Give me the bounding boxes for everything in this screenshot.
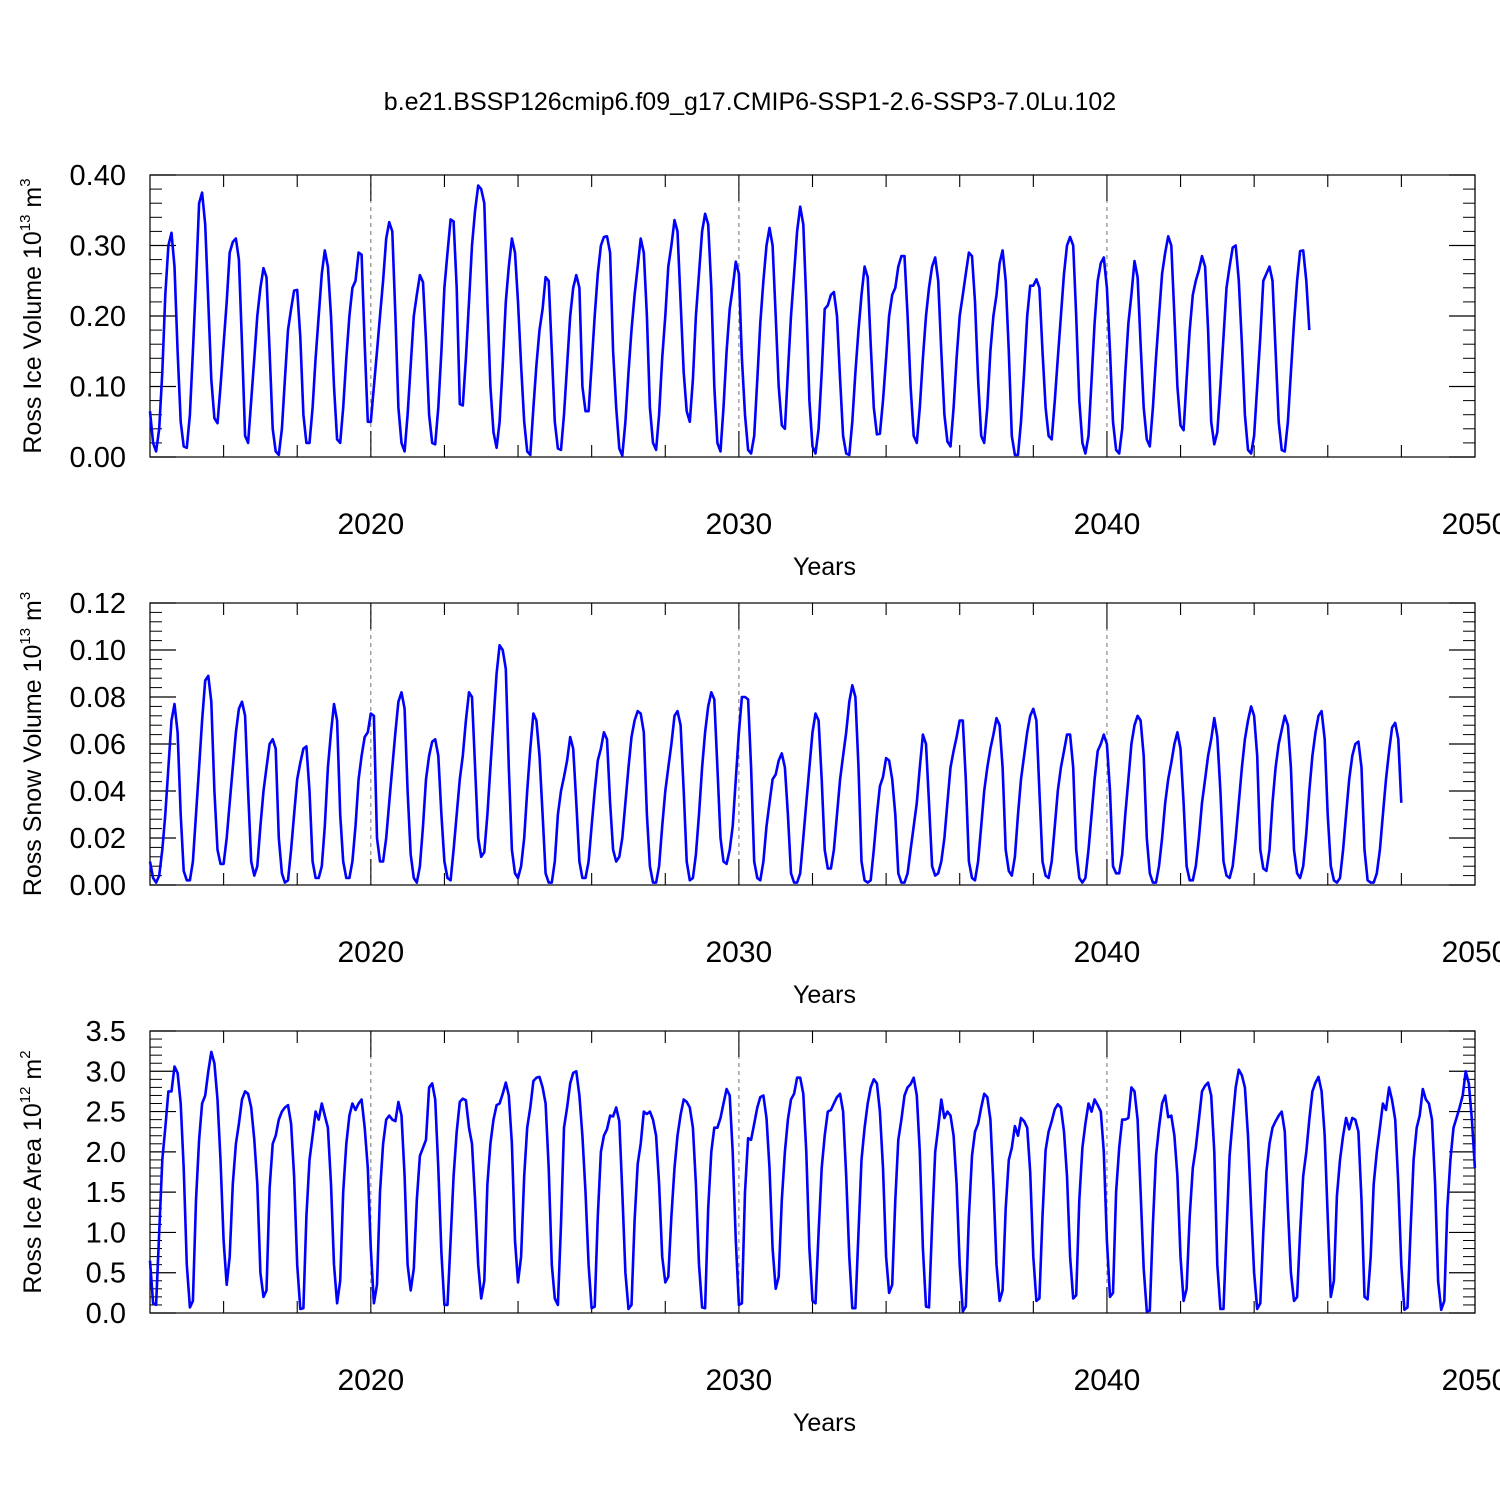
y-tick-label: 0.08 — [70, 682, 126, 714]
x-tick-label: 2030 — [706, 508, 773, 541]
y-tick-label: 1.5 — [86, 1177, 126, 1209]
ross-snow-volume-panel: 0.00 0.02 0.04 0.06 0.08 0.10 0.12 2020 2030 2040… — [17, 588, 1500, 1009]
y-tick-label: 0.06 — [70, 729, 126, 761]
x-tick-label: 2030 — [706, 936, 773, 969]
x-axis-label: Years — [793, 553, 856, 581]
x-tick-label: 2020 — [337, 508, 404, 541]
y-tick-label: 0.5 — [86, 1258, 126, 1290]
y-axis-label: Ross Ice Area 1012 m2 — [17, 1050, 47, 1293]
x-tick-label: 2030 — [706, 1364, 773, 1397]
y-tick-label: 0.0 — [86, 1298, 126, 1330]
x-tick-label: 2040 — [1074, 936, 1141, 969]
y-tick-label: 1.0 — [86, 1217, 126, 1249]
ross-ice-volume-series-line — [148, 184, 1311, 457]
y-axis-label: Ross Snow Volume 1013 m3 — [17, 592, 47, 896]
x-tick-label: 2050 — [1442, 1364, 1500, 1397]
y-tick-label: 0.00 — [70, 870, 126, 902]
x-tick-label: 2040 — [1074, 1364, 1141, 1397]
ross-ice-volume-panel: 0.00 0.10 0.20 0.30 0.40 2020 2030 2040 2050 Year… — [17, 160, 1500, 581]
x-axis-label: Years — [793, 1409, 856, 1437]
y-tick-label: 0.10 — [70, 635, 126, 667]
y-tick-label: 3.5 — [86, 1016, 126, 1048]
y-tick-label: 0.04 — [70, 776, 126, 808]
y-axis-label: Ross Ice Volume 1013 m3 — [17, 178, 47, 453]
ross-snow-volume-series-line — [148, 643, 1403, 884]
y-tick-label: 0.20 — [70, 301, 126, 333]
figure-title: b.e21.BSSP126cmip6.f09_g17.CMIP6-SSP1-2.… — [384, 88, 1116, 116]
ross-ice-area-panel: 0.0 0.5 1.0 1.5 2.0 2.5 3.0 3.5 2020 2030 2040 2050… — [17, 1016, 1500, 1437]
ross-ice-area-series-line — [148, 1050, 1477, 1313]
y-tick-label: 0.40 — [70, 160, 126, 192]
y-tick-label: 0.12 — [70, 588, 126, 620]
x-axis-label: Years — [793, 981, 856, 1009]
x-tick-label: 2050 — [1442, 508, 1500, 541]
y-tick-label: 0.00 — [70, 442, 126, 474]
y-tick-label: 2.5 — [86, 1097, 126, 1129]
y-tick-label: 2.0 — [86, 1137, 126, 1169]
x-tick-label: 2020 — [337, 936, 404, 969]
y-tick-label: 3.0 — [86, 1056, 126, 1088]
x-tick-label: 2050 — [1442, 936, 1500, 969]
x-tick-label: 2040 — [1074, 508, 1141, 541]
x-tick-label: 2020 — [337, 1364, 404, 1397]
y-tick-label: 0.02 — [70, 823, 126, 855]
plot-frame — [149, 1030, 1476, 1314]
y-tick-label: 0.30 — [70, 231, 126, 263]
y-tick-label: 0.10 — [70, 372, 126, 404]
